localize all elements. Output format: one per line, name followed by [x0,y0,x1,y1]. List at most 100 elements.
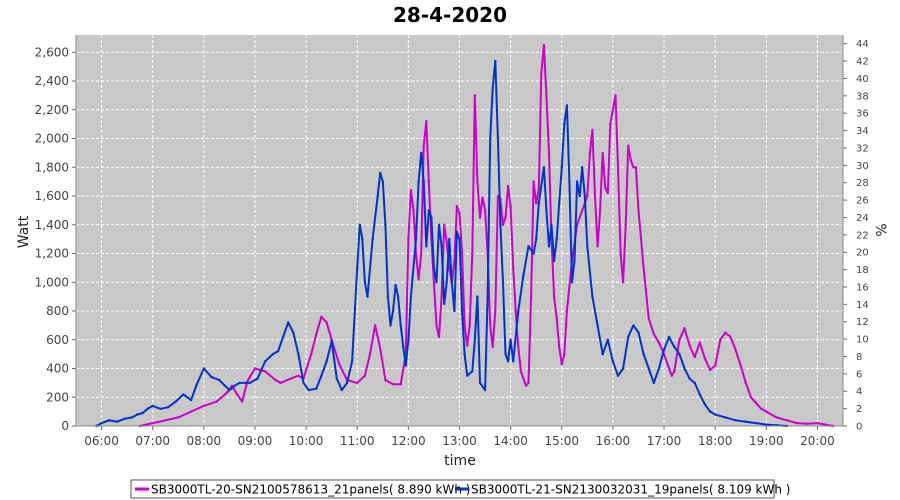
data-point [657,341,661,344]
data-point [379,347,382,350]
data-point [466,344,469,347]
data-point [816,421,819,425]
data-point [698,341,701,344]
data-point [708,368,712,372]
data-point [754,421,758,425]
data-point [335,377,338,380]
x-tick-label: 12:00 [391,434,426,448]
data-point [425,120,428,123]
data-point [460,252,464,255]
data-point [542,166,546,169]
data-point [537,202,540,205]
data-point [414,237,418,241]
data-point [476,180,479,183]
data-point [591,295,594,298]
data-point [621,367,625,370]
y-tick-label: 2,200 [35,103,69,117]
data-point [673,370,676,373]
data-point [356,381,359,385]
data-point [228,388,231,392]
data-point [596,245,599,248]
x-tick-label: 18:00 [698,434,733,448]
data-point [443,223,446,226]
data-point [806,422,809,425]
data-point [555,317,558,320]
data-point [509,204,512,208]
series-points-1 [138,43,834,428]
data-point [376,194,379,198]
data-point [627,335,630,339]
y-axis-ticks: 0 200 400 600 800 1,000 1,200 1,400 1,600 1,800 2,… [35,45,76,433]
y-tick-label: 2,400 [35,74,69,88]
data-point [532,180,535,183]
data-point [264,360,267,363]
data-point [586,245,589,248]
data-point [404,364,407,367]
data-point [366,295,369,298]
data-point [471,370,474,373]
data-point [381,180,384,183]
x-tick-label: 08:00 [187,434,222,448]
x-tick-label: 11:00 [340,434,375,448]
data-point [785,419,788,422]
x-tick-label: 17:00 [647,434,682,448]
data-point [724,416,727,419]
data-point [297,374,300,377]
data-point [724,331,727,334]
data-point [570,281,574,284]
data-point [575,180,579,183]
data-point [478,216,482,219]
data-point [512,266,515,270]
data-point [823,423,827,426]
data-point [517,345,520,349]
data-point [547,245,551,248]
series-lines [95,43,834,428]
y2-tick-label: 0 [856,422,862,433]
series-line-2 [96,59,787,427]
data-point [458,212,461,215]
data-point [478,381,482,385]
data-point [598,209,602,212]
data-point [586,194,589,198]
data-point [647,317,650,320]
data-point [632,324,635,327]
y2-tick-label: 38 [856,91,869,102]
data-point [466,374,469,377]
data-point [476,295,479,298]
data-point [504,352,507,356]
data-point [174,400,177,403]
data-point [151,421,154,425]
chart-title: 28-4-2020 [393,3,507,27]
data-point [235,393,239,396]
data-point [473,338,476,341]
y2-tick-label: 26 [856,196,869,207]
y2-axis-ticks: 0246810121416182022242628303234363840424… [843,39,869,433]
data-point [775,416,778,419]
data-point [386,295,390,298]
data-point [573,259,576,262]
data-point [473,94,476,97]
data-point [683,327,686,330]
data-point [425,245,428,248]
data-point [483,388,487,392]
y2-tick-label: 36 [856,109,869,120]
legend-label-2: SB3000TL-21-SN2130032031_19panels( 8.109… [471,483,790,497]
data-point [340,388,344,392]
data-point [427,180,430,183]
data-point [307,388,310,392]
data-point [624,223,627,226]
data-point [276,350,280,353]
y2-tick-label: 12 [856,317,869,328]
data-point [108,419,111,422]
data-point [545,209,548,212]
data-point [448,266,451,270]
data-point [289,377,292,380]
data-point [453,309,456,313]
data-point [616,374,620,377]
data-point [330,340,333,343]
x-tick-label: 19:00 [749,434,784,448]
x-tick-label: 14:00 [493,434,528,448]
y-tick-label: 1,200 [35,247,69,261]
data-point [652,332,655,336]
data-point [688,377,691,380]
